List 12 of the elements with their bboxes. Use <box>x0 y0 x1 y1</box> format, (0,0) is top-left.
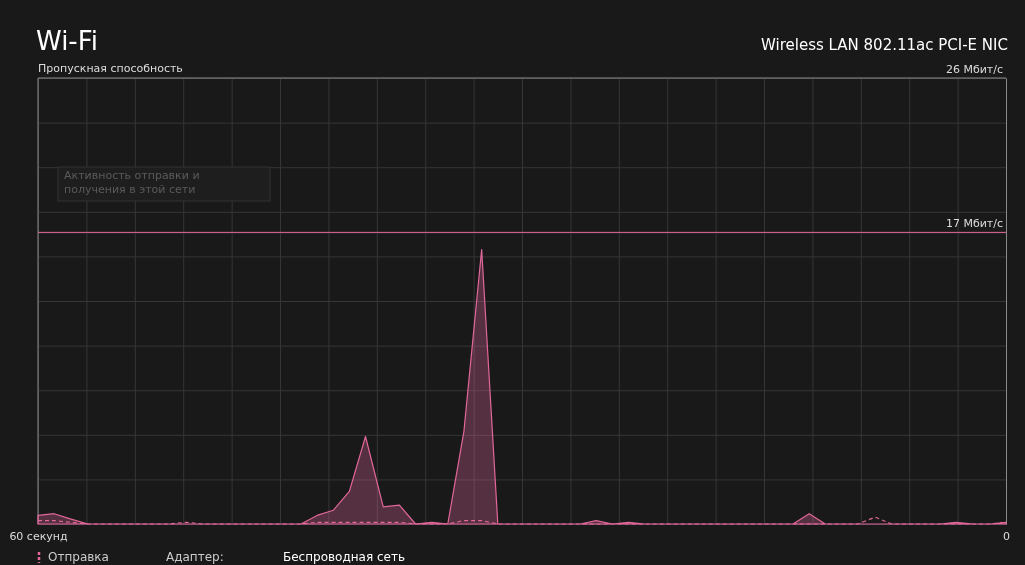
chart-subtitle: Wireless LAN 802.11ac PCI-E NIC <box>761 36 1008 54</box>
x-tick-label: 0 <box>1003 529 1010 543</box>
text: Адаптер: <box>166 550 224 564</box>
text: Беспроводная сеть <box>283 550 406 564</box>
y-axis-title: Пропускная способность <box>38 62 183 75</box>
x-tick-label: 60 секунд <box>9 529 69 543</box>
annotation: Активность отправки и получения в этой сети <box>64 169 200 196</box>
y-tick-label: 17 Мбит/с <box>945 217 1003 231</box>
chart-title: Wi-Fi <box>36 26 99 56</box>
tooltip: Активность отправки и получения в этой сети <box>57 166 271 202</box>
legend-label: Отправка <box>48 550 109 564</box>
y-tick-label: 26 Мбит/с <box>945 63 1003 76</box>
